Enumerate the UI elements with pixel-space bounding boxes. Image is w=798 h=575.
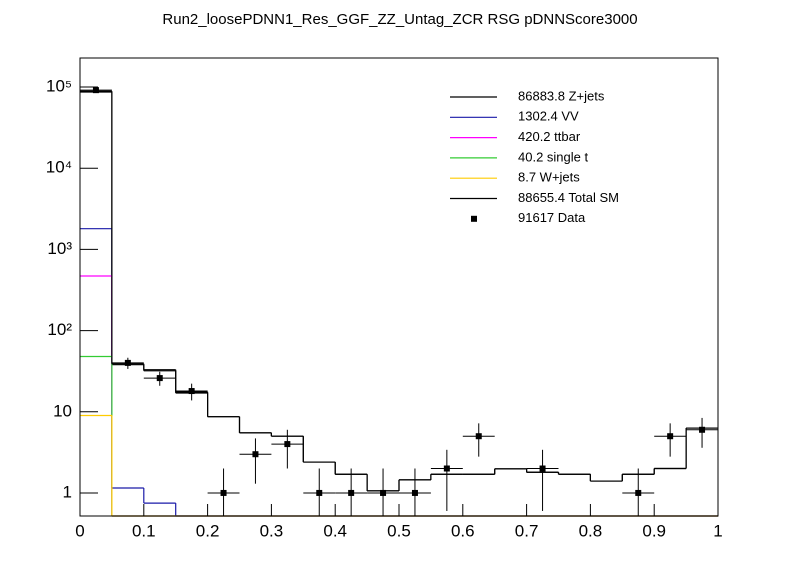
data-point — [380, 489, 387, 496]
data-point — [220, 489, 227, 496]
x-tick-label: 0.9 — [642, 521, 666, 540]
legend-label: 91617 Data — [518, 210, 586, 225]
x-tick-label: 0.7 — [515, 521, 539, 540]
legend-label: 420.2 ttbar — [518, 129, 581, 144]
x-tick-label: 1 — [713, 521, 722, 540]
legend-label: 86883.8 Z+jets — [518, 88, 605, 103]
x-tick-label: 0.6 — [451, 521, 475, 540]
data-point — [284, 441, 291, 448]
x-tick-label: 0.2 — [196, 521, 220, 540]
data-point — [188, 388, 195, 395]
data-point — [348, 489, 355, 496]
data-point — [699, 426, 706, 433]
legend-label: 1302.4 VV — [518, 109, 579, 124]
data-point — [475, 433, 482, 440]
x-tick-label: 0.3 — [260, 521, 284, 540]
y-tick-label: 10³ — [47, 239, 72, 258]
data-point — [411, 489, 418, 496]
legend-label: 40.2 single t — [518, 149, 588, 164]
x-tick-label: 0.8 — [579, 521, 603, 540]
legend-label: 8.7 W+jets — [518, 170, 580, 185]
y-tick-label: 1 — [63, 482, 72, 501]
data-point — [124, 359, 131, 366]
data-point — [635, 489, 642, 496]
legend-label: 88655.4 Total SM — [518, 190, 619, 205]
data-point — [539, 465, 546, 472]
y-tick-label: 10² — [47, 320, 72, 339]
data-point — [667, 433, 674, 440]
data-point — [92, 87, 99, 94]
data-point — [316, 489, 323, 496]
data-point — [252, 451, 259, 458]
data-point — [443, 465, 450, 472]
legend-marker — [471, 215, 477, 222]
x-tick-label: 0.4 — [323, 521, 347, 540]
x-tick-label: 0.1 — [132, 521, 156, 540]
chart-title: Run2_loosePDNN1_Res_GGF_ZZ_Untag_ZCR RSG… — [162, 11, 637, 28]
y-tick-label: 10⁴ — [46, 158, 72, 177]
data-point — [156, 375, 163, 382]
y-tick-label: 10⁵ — [46, 77, 72, 96]
y-tick-label: 10 — [53, 401, 72, 420]
x-tick-label: 0.5 — [387, 521, 411, 540]
x-tick-label: 0 — [75, 521, 84, 540]
